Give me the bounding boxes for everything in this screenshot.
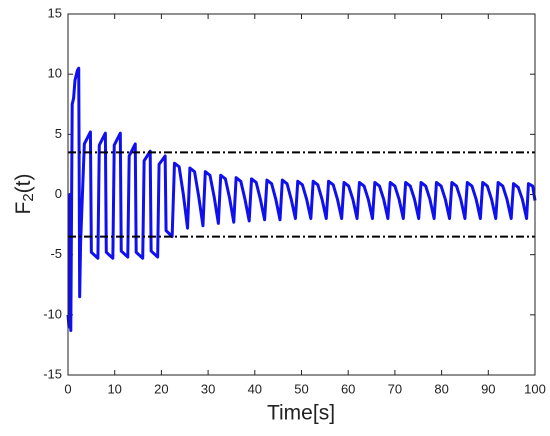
x-tick-label: 30 [201,381,215,396]
y-tick-label: -10 [43,306,62,321]
x-tick-label: 100 [524,381,546,396]
y-label-main: F [12,202,35,215]
y-tick-label: 5 [55,126,62,141]
y-label-sub: 2 [20,193,37,201]
data-line [66,66,537,332]
x-tick-label: 40 [248,381,262,396]
x-tick-label: 50 [294,381,308,396]
y-tick-label: 0 [55,186,62,201]
axes-box [67,13,536,376]
y-axis-label: F2(t) [12,174,37,215]
x-tick-label: 60 [341,381,355,396]
x-axis-label: Time[s] [267,402,335,425]
x-tick-label: 70 [388,381,402,396]
y-label-rest: (t) [12,174,35,194]
y-tick-label: 10 [48,66,62,81]
y-tick-label: -5 [50,246,62,261]
x-tick-label: 10 [107,381,121,396]
x-tick-label: 0 [64,381,71,396]
x-tick-label: 80 [434,381,448,396]
x-tick-label: 20 [154,381,168,396]
y-tick-label: -15 [43,366,62,381]
y-tick-label: 15 [48,5,62,20]
x-tick-label: 90 [481,381,495,396]
plot-area [68,14,535,375]
